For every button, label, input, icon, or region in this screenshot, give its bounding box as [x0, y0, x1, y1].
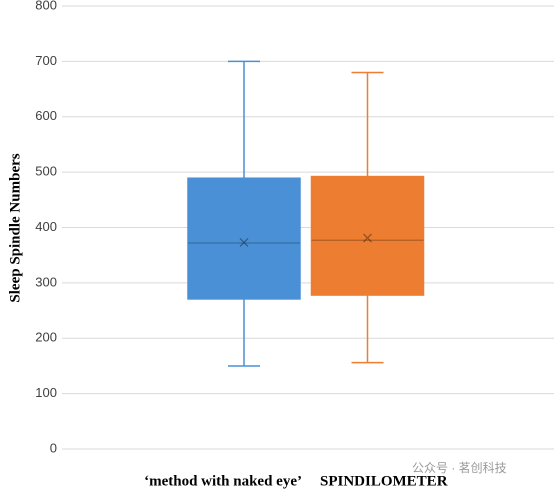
y-tick-label: 0	[50, 440, 57, 455]
y-tick-label: 200	[35, 330, 57, 345]
y-tick-label: 300	[35, 274, 57, 289]
box	[187, 177, 301, 300]
y-tick-label: 800	[35, 0, 57, 12]
mean-marker	[363, 233, 372, 243]
x-tick-label: SPINDILOMETER	[320, 473, 448, 489]
mean-marker	[239, 237, 249, 247]
y-tick-label: 500	[35, 164, 57, 179]
y-tick-label: 700	[35, 53, 57, 68]
y-tick-label: 100	[35, 385, 57, 400]
y-axis-label: Sleep Spindle Numbers	[7, 153, 23, 302]
watermark: 公众号 · 茗创科技	[412, 461, 507, 475]
box	[310, 175, 425, 296]
y-tick-label: 400	[35, 219, 57, 234]
x-tick-label: ‘method with naked eye’	[144, 473, 302, 489]
y-tick-label: 600	[35, 108, 57, 123]
